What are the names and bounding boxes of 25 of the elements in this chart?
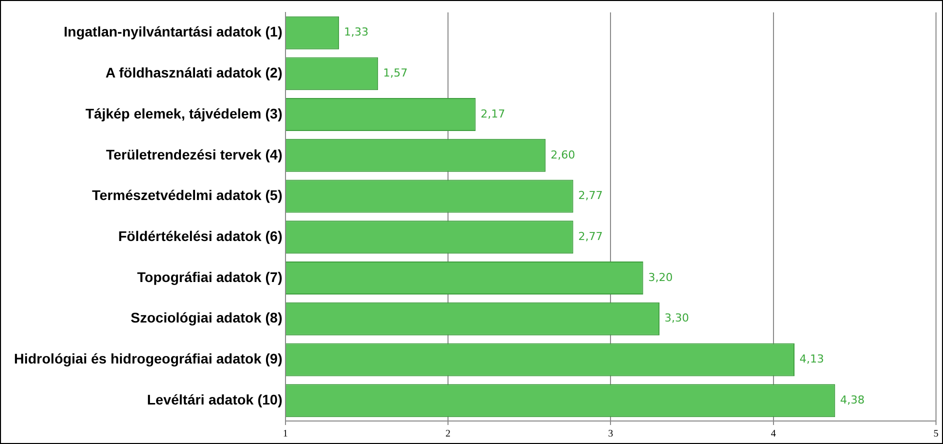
y-tick-label: Levéltári adatok (10) xyxy=(146,391,282,408)
data-label: 1,57 xyxy=(383,66,408,80)
data-label: 2,60 xyxy=(550,148,576,162)
data-label: 3,20 xyxy=(648,270,673,284)
data-label: 2,77 xyxy=(578,230,603,243)
x-tick-label: 5 xyxy=(934,428,938,440)
data-label: 3,30 xyxy=(664,312,689,325)
x-tick-label: 1 xyxy=(282,428,288,440)
x-tick-label: 2 xyxy=(446,428,451,440)
x-tick-label: 3 xyxy=(608,428,614,440)
y-tick-label: Természetvédelmi adatok (5) xyxy=(92,187,282,204)
y-tick-label: Szociológiai adatok (8) xyxy=(130,310,282,326)
y-tick-label: Hidrológiai és hidrogeográfiai adatok (9) xyxy=(14,350,282,367)
y-tick-label: Tájkép elemek, tájvédelem (3) xyxy=(85,105,282,122)
data-label: 2,77 xyxy=(578,189,603,202)
data-label: 4,13 xyxy=(799,352,824,366)
y-tick-label: Topográfiai adatok (7) xyxy=(137,268,282,285)
data-label: 1,33 xyxy=(344,26,369,39)
y-tick-label: A földhasználati adatok (2) xyxy=(106,64,282,81)
y-tick-label: Földértékelési adatok (6) xyxy=(118,228,282,244)
x-tick-label: 4 xyxy=(770,428,776,440)
data-label: 4,38 xyxy=(840,393,865,406)
data-label: 2,17 xyxy=(480,107,506,120)
y-tick-label: Ingatlan-nyilvántartási adatok (1) xyxy=(64,24,282,40)
y-tick-label: Területrendezési tervek (4) xyxy=(106,146,282,162)
